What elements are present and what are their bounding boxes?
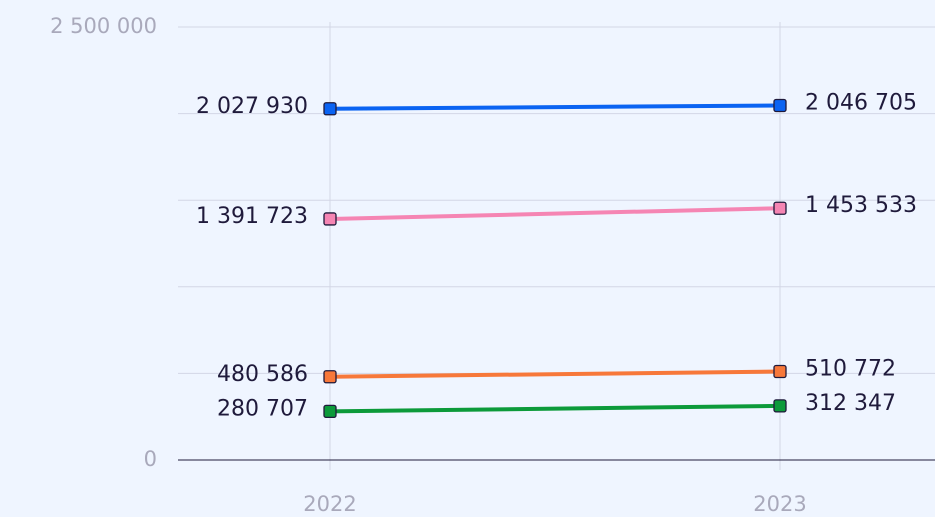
point-marker: [323, 212, 337, 226]
point-marker: [773, 98, 787, 113]
point-marker: [323, 404, 337, 419]
data-label: 280 707: [217, 396, 308, 421]
point-marker: [323, 102, 337, 116]
point-marker: [773, 399, 787, 413]
data-label: 312 347: [805, 391, 896, 416]
data-label: 2 046 705: [805, 91, 917, 116]
data-label: 510 772: [805, 357, 896, 382]
series-line: [329, 369, 781, 379]
data-label: 2 027 930: [196, 94, 308, 119]
y-tick-label: 0: [144, 447, 157, 471]
x-tick-label: 2022: [303, 492, 356, 516]
point-marker: [773, 364, 787, 379]
series-line: [329, 206, 781, 221]
data-label: 1 453 533: [805, 193, 917, 218]
point-marker: [773, 201, 787, 215]
series-line: [329, 103, 781, 111]
x-tick-label: 2023: [753, 492, 806, 516]
point-marker: [323, 370, 337, 384]
y-tick-label: 2 500 000: [50, 14, 157, 38]
series-line: [329, 403, 781, 414]
data-label: 480 586: [217, 362, 308, 387]
data-label: 1 391 723: [196, 204, 308, 229]
